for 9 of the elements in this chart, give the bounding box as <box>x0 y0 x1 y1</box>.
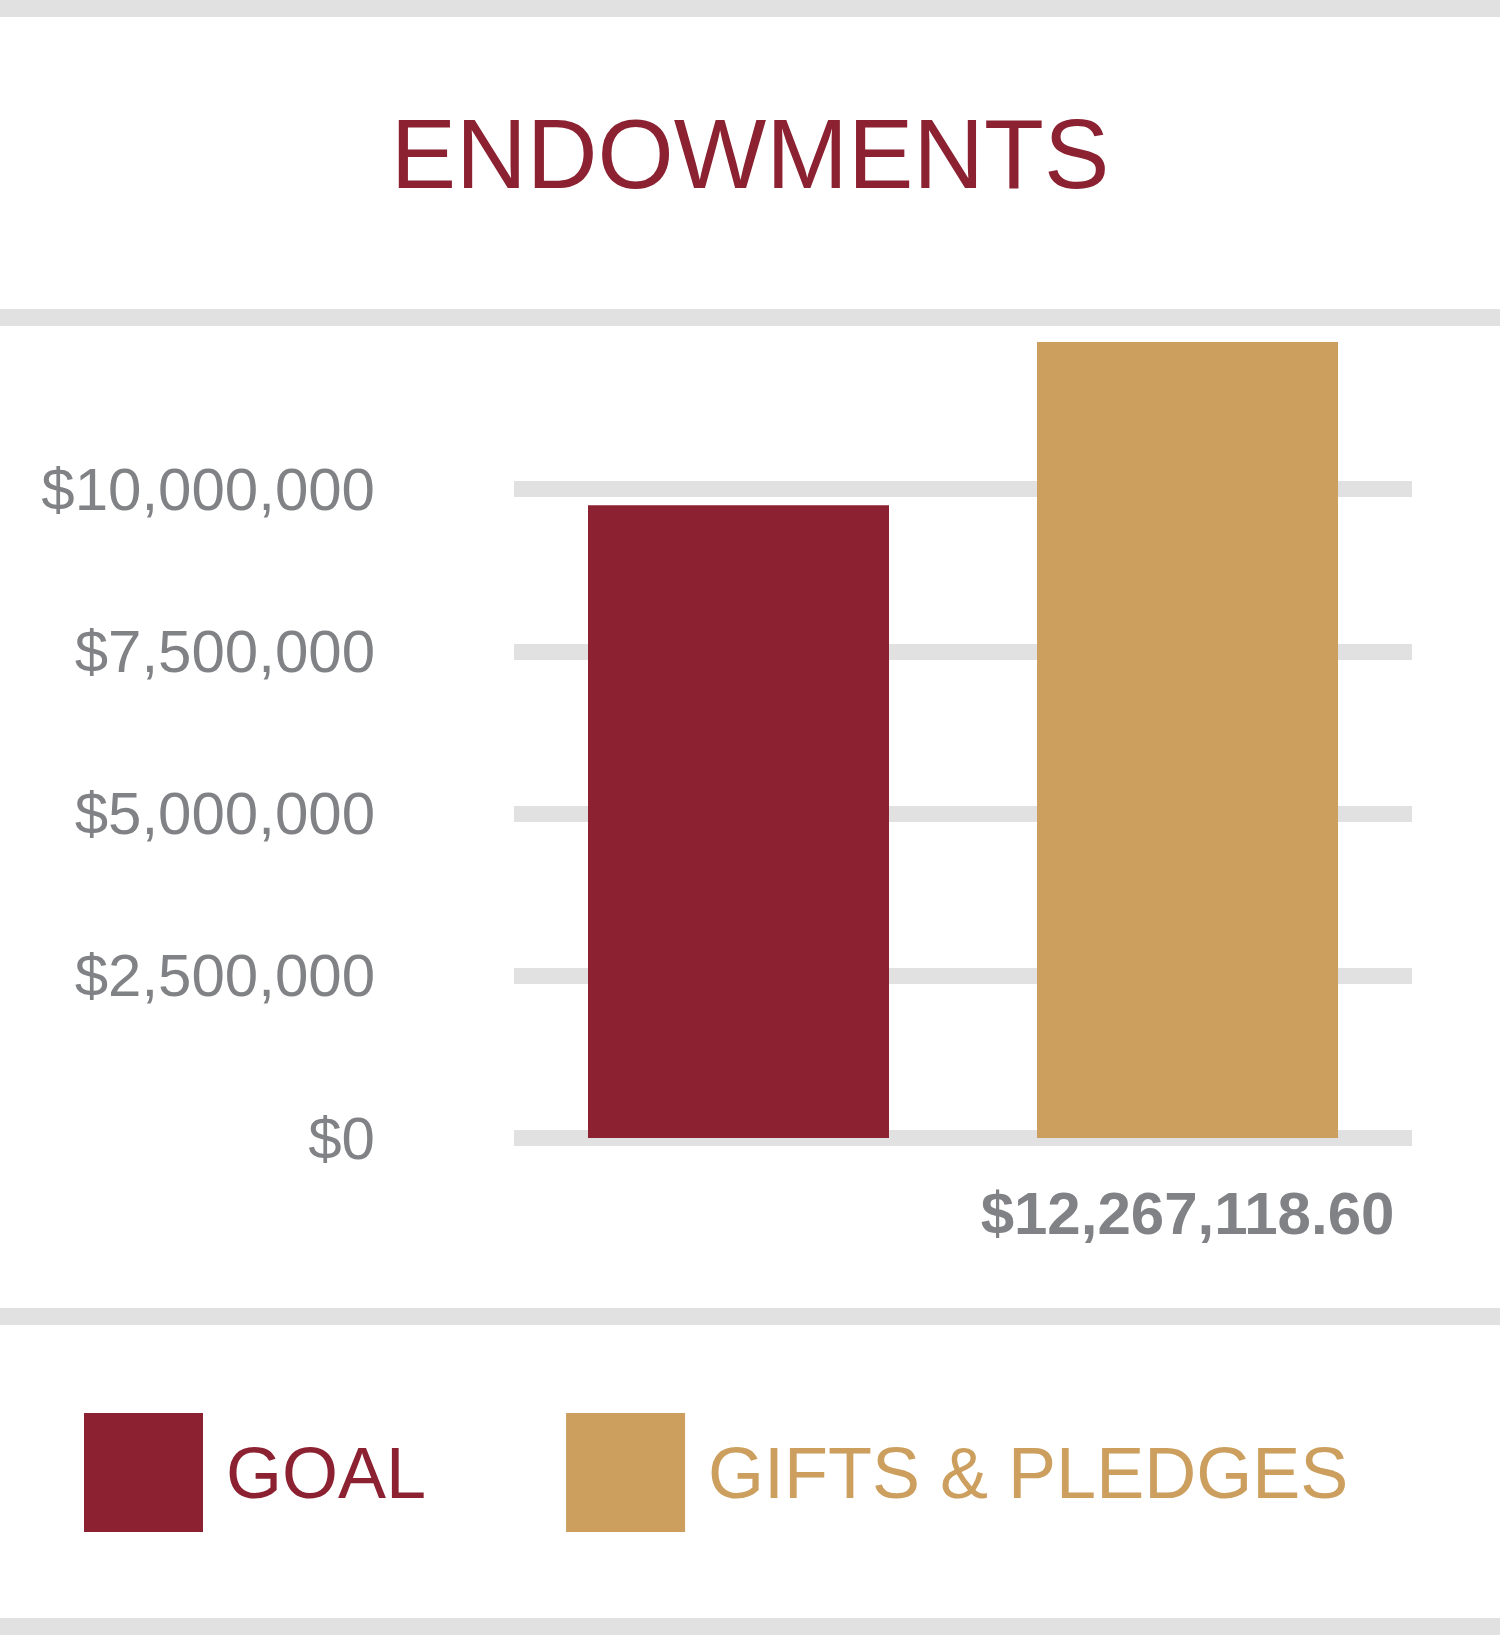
chart-title: ENDOWMENTS <box>390 99 1110 209</box>
legend-label: GOAL <box>226 1432 427 1513</box>
y-tick-label: $0 <box>308 1104 375 1172</box>
y-tick-label: $2,500,000 <box>74 942 375 1010</box>
y-tick-label: $5,000,000 <box>74 780 375 848</box>
y-tick-label: $7,500,000 <box>74 617 375 685</box>
legend-label: GIFTS & PLEDGES <box>708 1432 1349 1513</box>
y-tick-label: $10,000,000 <box>41 455 375 523</box>
data-label: $12,267,118.60 <box>980 1179 1395 1247</box>
